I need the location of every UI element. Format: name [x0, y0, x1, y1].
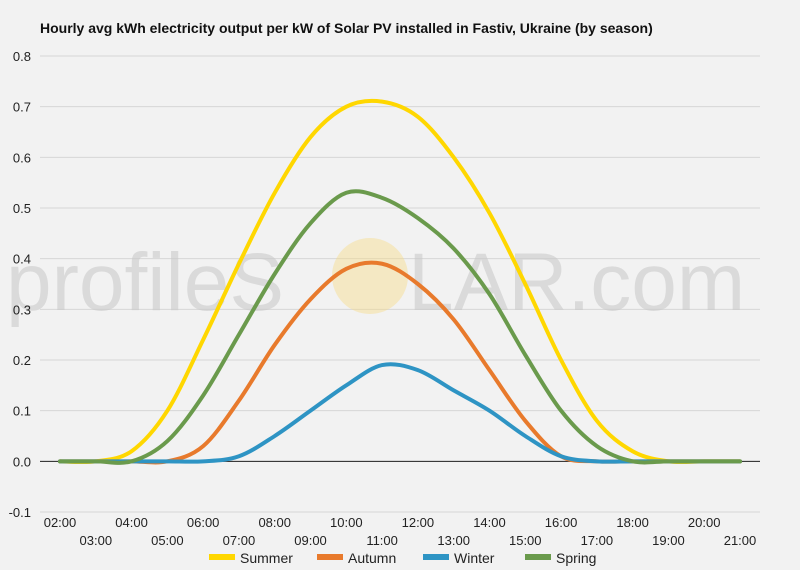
- y-tick-label: 0.6: [13, 150, 31, 165]
- x-tick-label: 08:00: [258, 515, 291, 530]
- x-tick-label: 15:00: [509, 533, 542, 548]
- legend-swatch-autumn: [317, 554, 343, 560]
- x-tick-label: 09:00: [294, 533, 327, 548]
- y-tick-label: 0.7: [13, 100, 31, 115]
- legend-swatch-winter: [423, 554, 449, 560]
- series-line-summer: [58, 98, 742, 465]
- y-tick-label: -0.1: [9, 505, 31, 520]
- x-tick-label: 03:00: [80, 533, 113, 548]
- x-tick-label: 19:00: [652, 533, 685, 548]
- y-tick-label: 0.1: [13, 404, 31, 419]
- x-tick-label: 16:00: [545, 515, 578, 530]
- series-lines: [58, 98, 742, 465]
- legend-label-spring: Spring: [556, 550, 596, 566]
- x-tick-label: 02:00: [44, 515, 77, 530]
- watermark: profileS LAR.com: [6, 237, 745, 328]
- x-axis-ticks: 02:0003:0004:0005:0006:0007:0008:0009:00…: [44, 515, 757, 548]
- y-tick-label: 0.2: [13, 353, 31, 368]
- x-tick-label: 06:00: [187, 515, 220, 530]
- chart-title: Hourly avg kWh electricity output per kW…: [40, 20, 653, 36]
- y-tick-label: 0.8: [13, 49, 31, 64]
- x-tick-label: 20:00: [688, 515, 721, 530]
- series-line-spring: [58, 189, 742, 465]
- watermark-text-after: LAR.com: [408, 237, 745, 328]
- y-tick-label: 0.0: [13, 454, 31, 469]
- legend-label-autumn: Autumn: [348, 550, 396, 566]
- legend-label-winter: Winter: [454, 550, 495, 566]
- x-tick-label: 11:00: [366, 533, 398, 548]
- x-tick-label: 17:00: [581, 533, 614, 548]
- legend-swatch-spring: [525, 554, 551, 560]
- x-tick-label: 04:00: [115, 515, 148, 530]
- x-tick-label: 10:00: [330, 515, 363, 530]
- y-axis-ticks: -0.1 0.0 0.1 0.2 0.3 0.4 0.5 0.6 0.7 0.8: [9, 49, 31, 520]
- x-tick-label: 12:00: [402, 515, 435, 530]
- legend-label-summer: Summer: [240, 550, 293, 566]
- watermark-text-before: profileS: [6, 237, 284, 328]
- watermark-sun: [332, 238, 408, 314]
- x-tick-label: 21:00: [724, 533, 757, 548]
- x-tick-label: 14:00: [473, 515, 506, 530]
- y-tick-label: 0.3: [13, 302, 31, 317]
- y-tick-label: 0.5: [13, 201, 31, 216]
- x-tick-label: 13:00: [437, 533, 470, 548]
- legend: Summer Autumn Winter Spring: [209, 550, 596, 566]
- x-tick-label: 05:00: [151, 533, 184, 548]
- x-tick-label: 18:00: [616, 515, 649, 530]
- y-tick-label: 0.4: [13, 252, 31, 267]
- x-tick-label: 07:00: [223, 533, 256, 548]
- legend-swatch-summer: [209, 554, 235, 560]
